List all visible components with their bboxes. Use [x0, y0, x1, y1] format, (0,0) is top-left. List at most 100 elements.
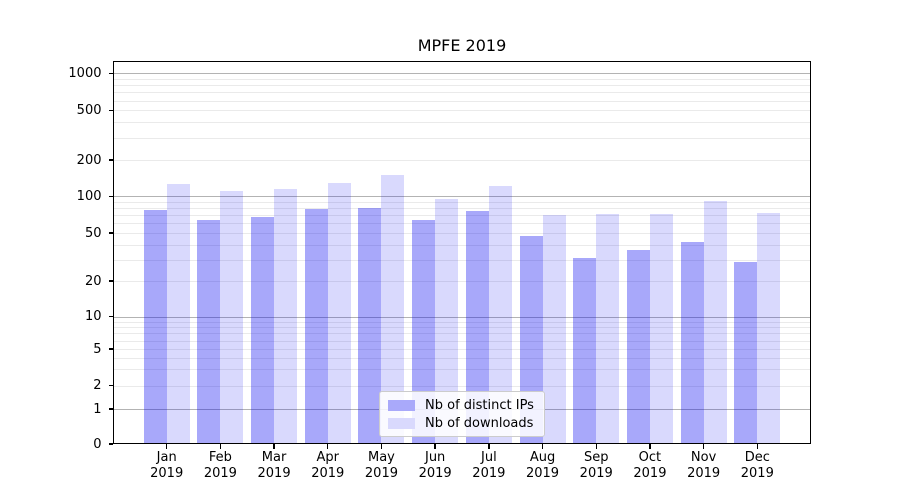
- gridline-minor: [113, 333, 811, 335]
- legend-item-distinct-ips: Nb of distinct IPs: [388, 397, 534, 413]
- gridline-major: [113, 73, 811, 75]
- chart-title: MPFE 2019: [417, 36, 507, 55]
- gridline-minor: [113, 138, 811, 139]
- x-axis-tick-label: May 2019: [364, 450, 398, 481]
- gridline-minor: [113, 259, 811, 261]
- x-axis-tick: [327, 444, 329, 449]
- bar-distinct-ips: [304, 209, 328, 444]
- gridline-minor: [113, 85, 811, 87]
- y-axis-tick-label: 20: [84, 273, 102, 289]
- y-axis-tick-label: 10: [84, 309, 102, 325]
- gridline-minor: [113, 110, 811, 112]
- y-axis-tick: [108, 195, 113, 197]
- x-axis-tick: [165, 444, 168, 449]
- gridline-minor: [113, 122, 811, 124]
- x-axis-tick-label: Dec 2019: [740, 450, 774, 481]
- plot-area: [113, 61, 811, 445]
- gridline-minor: [113, 349, 811, 350]
- y-axis-tick-label: 500: [76, 102, 102, 118]
- y-axis-tick: [108, 159, 113, 161]
- x-axis-tick-label: Jul 2019: [472, 450, 506, 481]
- x-axis-tick: [219, 444, 222, 449]
- bar-downloads: [381, 175, 405, 444]
- y-axis-tick: [108, 232, 113, 234]
- x-axis-tick: [273, 444, 275, 449]
- gridline-minor: [113, 223, 811, 225]
- gridline-minor: [113, 385, 811, 387]
- legend: Nb of distinct IPs Nb of downloads: [379, 391, 545, 437]
- x-axis-tick-label: Apr 2019: [311, 450, 345, 481]
- gridline-minor: [113, 160, 811, 161]
- bar-distinct-ips: [358, 208, 382, 444]
- y-axis-tick: [108, 280, 113, 282]
- x-axis-tick-label: Aug 2019: [525, 450, 560, 481]
- bar-downloads: [220, 191, 244, 444]
- bar-distinct-ips: [197, 219, 221, 444]
- x-axis-tick: [380, 444, 383, 449]
- x-axis-tick-label: Mar 2019: [257, 450, 291, 481]
- bar-downloads: [488, 186, 512, 444]
- x-axis-tick-label: Jun 2019: [418, 450, 452, 481]
- y-axis-tick: [108, 384, 113, 387]
- bar-downloads: [757, 212, 781, 444]
- x-axis-tick: [756, 444, 758, 449]
- bar-distinct-ips: [143, 210, 167, 444]
- bar-distinct-ips: [412, 219, 436, 444]
- bar-downloads: [703, 201, 727, 444]
- legend-swatch-downloads: [388, 417, 415, 429]
- y-axis-tick-label: 200: [76, 152, 102, 168]
- x-axis-tick: [702, 444, 705, 449]
- y-axis-tick: [108, 348, 113, 350]
- y-axis-tick-label: 1000: [68, 65, 102, 81]
- gridline-minor: [113, 201, 811, 203]
- x-axis-tick-label: Jan 2019: [150, 450, 184, 481]
- x-axis-tick: [649, 444, 651, 449]
- y-axis-tick: [108, 109, 113, 111]
- y-axis-tick: [108, 443, 113, 445]
- gridline-minor: [113, 208, 811, 210]
- gridline-minor: [113, 78, 811, 80]
- gridline-minor: [113, 233, 811, 234]
- legend-label-downloads: Nb of downloads: [425, 415, 534, 431]
- x-axis-tick-label: Oct 2019: [633, 450, 667, 481]
- legend-swatch-distinct-ips: [388, 399, 415, 411]
- y-axis-tick-label: 50: [84, 225, 102, 241]
- x-axis-tick: [595, 444, 597, 449]
- bar-downloads: [327, 183, 351, 444]
- gridline-major: [113, 316, 811, 318]
- gridline-minor: [113, 244, 811, 246]
- x-axis-tick: [434, 444, 436, 449]
- bar-downloads: [542, 215, 566, 444]
- x-axis-tick: [488, 444, 490, 449]
- bar-downloads: [596, 214, 620, 444]
- gridline-minor: [113, 215, 811, 217]
- gridline-minor: [113, 340, 811, 342]
- x-axis-tick: [541, 444, 544, 449]
- bar-downloads: [166, 183, 190, 444]
- gridline-minor: [113, 369, 811, 371]
- y-axis-tick: [108, 72, 113, 74]
- y-axis-tick-label: 1: [93, 401, 102, 417]
- bar-downloads: [649, 213, 673, 444]
- y-axis-tick: [108, 316, 113, 318]
- gridline-minor: [113, 321, 811, 323]
- bar-distinct-ips: [680, 242, 704, 444]
- bar-downloads: [435, 198, 459, 444]
- bar-distinct-ips: [573, 258, 597, 444]
- y-axis-tick-label: 5: [93, 341, 102, 357]
- legend-label-distinct-ips: Nb of distinct IPs: [425, 397, 534, 413]
- gridline-minor: [113, 327, 811, 329]
- y-axis-tick-label: 0: [93, 436, 102, 452]
- x-axis-tick-label: Nov 2019: [687, 450, 721, 481]
- bar-distinct-ips: [734, 261, 758, 444]
- bar-distinct-ips: [251, 216, 275, 444]
- gridline-minor: [113, 357, 811, 359]
- x-axis-tick-label: Feb 2019: [203, 450, 237, 481]
- y-axis-tick-label: 2: [93, 378, 102, 393]
- gridline-minor: [113, 92, 811, 94]
- y-axis-tick-label: 100: [76, 188, 102, 204]
- gridline-major: [113, 196, 811, 198]
- gridline-minor: [113, 281, 811, 282]
- bar-downloads: [274, 188, 298, 444]
- legend-item-downloads: Nb of downloads: [388, 415, 534, 431]
